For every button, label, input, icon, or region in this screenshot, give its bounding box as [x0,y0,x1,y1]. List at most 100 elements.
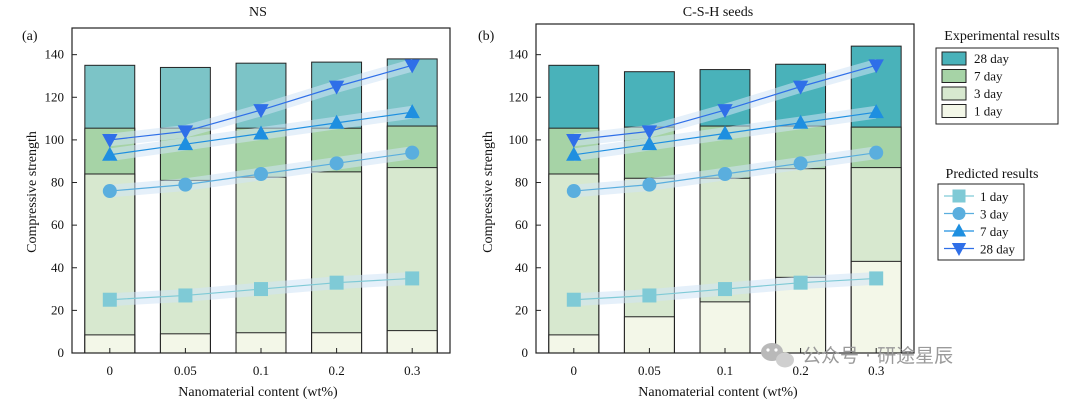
panel-a-y-tick-label-20: 20 [51,302,64,317]
experimental-legend-swatch-1day [941,104,967,118]
panel-a-point-28day-3 [328,80,345,95]
panel-b-point-1day-4 [869,271,884,286]
panel-b-y-tick-label-60: 60 [515,217,528,232]
panel-b-y-tick-label-140: 140 [509,47,529,62]
panel-b-point-1day-3 [793,275,808,290]
experimental-legend-swatch-7day [941,69,967,83]
panel-b-point-28day-0 [566,133,582,148]
panel-a-x-tick-label-3: 0.2 [328,363,344,378]
panel-a-x-tick-label-4: 0.3 [404,363,420,378]
panel-b-x-tick-label-2: 0.1 [717,363,733,378]
panel-b-point-7day-0 [566,146,582,161]
experimental-legend: Experimental results 28 day 7 day 3 day 1 d… [935,29,1060,125]
panel-a-point-7day-2 [253,125,269,140]
panel-b-x-tick-label-4: 0.3 [868,363,884,378]
predicted-legend-marker-1day [952,189,966,203]
predicted-legend-label-28day: 28 day [980,242,1016,257]
panel-b-y-ticks: 0 20 40 60 80 100 120 140 [509,47,541,360]
panel-a-x-ticks: 0 0.05 0.1 0.2 0.3 [107,348,420,378]
panel-a-title: NS [249,5,267,20]
panel-b-point-7day-4 [868,104,884,119]
predicted-legend-title: Predicted results [946,167,1039,182]
panel-b-bar-3day-0 [548,173,600,354]
predicted-legend-label-1day: 1 day [980,189,1009,204]
panel-a-y-ticks: 0 20 40 60 80 100 120 140 [45,47,77,360]
experimental-legend-label-7day: 7 day [974,69,1003,84]
panel-a-x-tick-label-0: 0 [107,363,114,378]
experimental-legend-label-3day: 3 day [974,86,1003,101]
panel-b-y-tick-label-0: 0 [522,345,529,360]
panel-a-point-28day-2 [253,104,269,119]
panel-a-point-7day-3 [328,114,345,129]
panel-b-point-28day-1 [641,125,658,140]
panel-b-point-7day-3 [792,114,809,129]
panel-a-y-tick-label-40: 40 [51,260,64,275]
panel-b-x-tick-label-1: 0.05 [638,363,661,378]
experimental-legend-title: Experimental results [944,29,1059,44]
panel-a-point-28day-1 [177,125,194,140]
panel-b-point-28day-4 [868,59,884,74]
panel-b-point-1day-2 [718,282,732,297]
experimental-legend-items: 28 day 7 day 3 day 1 day [935,47,1059,125]
panel-a-point-7day-1 [177,136,194,151]
panel-a-x-tick-label-1: 0.05 [174,363,197,378]
panel-a-point-1day-1 [178,288,193,303]
panel-a-bar-3day-4 [386,167,438,354]
panel-b-y-tick-label-20: 20 [515,302,528,317]
watermark: 公众号 · 研途星辰 [761,343,953,368]
panel-b-x-tick-label-3: 0.2 [792,363,808,378]
panel-a-point-1day-2 [254,282,268,297]
panel-b-y-tick-label-120: 120 [509,89,529,104]
panel-a-point-7day-4 [404,104,420,119]
predicted-legend-items: 1 day 3 day 7 day 28 day [937,183,1025,261]
panel-a-point-1day-0 [102,292,117,307]
panel-a-y-tick-label-0: 0 [58,345,65,360]
panel-b-y-tick-label-100: 100 [509,132,529,147]
panel-b-tag: (b) [478,29,495,44]
panel-a-predicted [102,58,420,307]
panel-b-x-axis-label: Nanomaterial content (wt%) [638,385,798,400]
panel-a-y-tick-label-60: 60 [51,217,64,232]
panel-a-tag: (a) [22,29,38,44]
panel-a-point-3day-1 [178,177,193,192]
panel-a-point-28day-4 [404,59,420,74]
panel-a-point-28day-0 [102,133,118,148]
panel-b-point-3day-3 [793,156,808,171]
panel-a-point-3day-4 [405,145,420,160]
panel-a-x-tick-label-2: 0.1 [253,363,269,378]
panel-b-point-28day-2 [717,104,733,119]
panel-b-y-axis-label: Compressive strength [481,131,496,253]
panel-a-point-3day-2 [254,166,268,181]
predicted-legend: Predicted results 1 day 3 day 7 day 28 day [937,167,1039,261]
panel-a-bar-3day-2 [235,176,287,354]
panel-b-point-28day-3 [792,80,809,95]
panel-a-bar-3day-0 [84,173,136,354]
panel-a-point-1day-3 [329,275,344,290]
predicted-legend-marker-28day [951,242,967,256]
panel-a-x-axis-label: Nanomaterial content (wt%) [178,385,338,400]
panel-b-point-3day-1 [642,177,657,192]
panel-a-y-tick-label-120: 120 [45,89,65,104]
experimental-legend-frame [935,47,1059,125]
experimental-legend-label-1day: 1 day [974,104,1003,119]
panel-b-y-tick-label-80: 80 [515,175,528,190]
panel-b: (b) C-S-H seeds Compressive strength Nan… [478,5,915,400]
watermark-text: 公众号 · 研途星辰 [802,345,953,367]
panel-b-point-1day-0 [566,292,581,307]
panel-a-point-3day-3 [329,156,344,171]
panel-b-point-3day-4 [869,145,884,160]
panel-a-point-3day-0 [102,184,117,199]
panel-b-plot-area: 0 20 40 60 80 100 120 140 0 0.05 0.1 0.2 0.3 [509,23,915,378]
panel-b-x-ticks: 0 0.05 0.1 0.2 0.3 [571,348,884,378]
predicted-legend-marker-3day [952,207,966,220]
panel-b-point-7day-2 [717,125,733,140]
experimental-legend-label-28day: 28 day [974,51,1010,66]
predicted-legend-label-7day: 7 day [980,224,1009,239]
predicted-legend-frame [937,183,1025,261]
panel-b-bar-1day-1 [623,316,675,354]
experimental-legend-swatch-3day [941,86,967,101]
panel-a-plot-area: 0 20 40 60 80 100 120 140 0 0.05 0.1 0.2 0.3 [45,27,451,378]
wechat-logo-icon [761,343,794,368]
panel-b-point-1day-1 [642,288,657,303]
